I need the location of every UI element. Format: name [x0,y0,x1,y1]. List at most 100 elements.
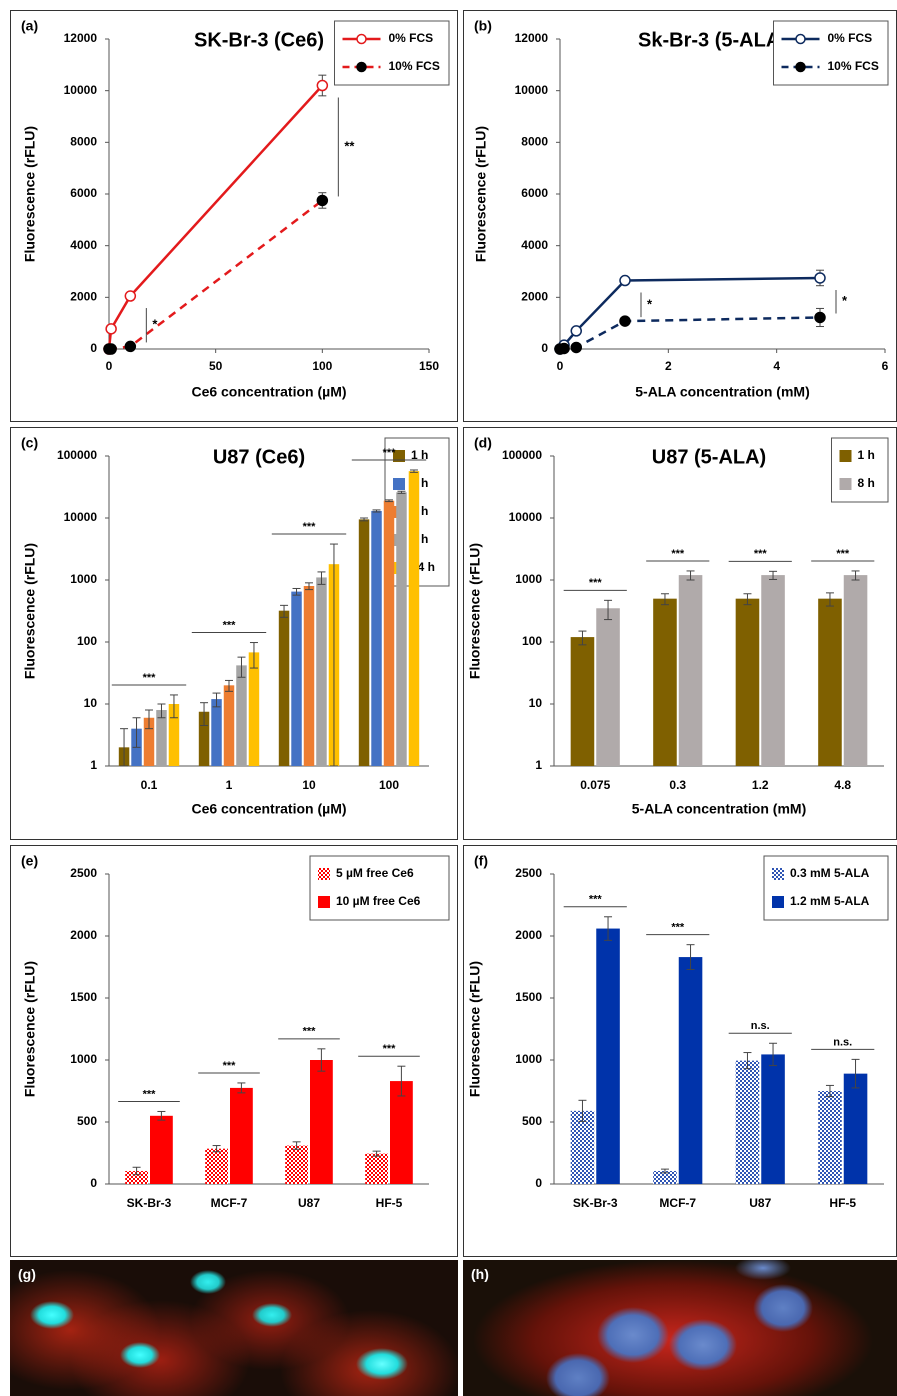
bar [236,665,246,766]
legend-label: 0% FCS [389,31,434,45]
y-tick-label: 10000 [515,83,549,97]
y-tick-label: 6000 [70,186,97,200]
bar [736,1061,760,1184]
x-tick-label: SK-Br-3 [127,1196,172,1210]
chart: (f)Fluorescence (rFLU)050010001500200025… [464,846,896,1256]
marker [317,81,327,91]
bar [304,586,314,766]
marker [317,195,327,205]
chart-title: SK-Br-3 (Ce6) [194,29,324,51]
y-axis-label: Fluorescence (rFLU) [22,543,38,679]
bar [371,511,381,766]
legend-label: 5 µM free Ce6 [336,866,414,880]
y-tick-label: 12000 [64,31,98,45]
y-tick-label: 10000 [509,510,543,524]
legend-swatch [840,478,852,490]
y-tick-label: 10000 [64,83,98,97]
marker [620,276,630,286]
y-tick-label: 6000 [521,186,548,200]
x-tick-label: 4.8 [834,778,851,792]
panel-label: (g) [18,1266,36,1282]
bar [818,1091,842,1184]
y-tick-label: 2000 [521,290,548,304]
x-axis-label: 5-ALA concentration (mM) [635,384,809,400]
bar [679,575,703,766]
panel-label: (e) [21,853,38,869]
bar [384,501,394,766]
legend-label: 8 h [858,476,875,490]
y-tick-label: 1000 [515,1052,542,1066]
y-tick-label: 100000 [57,448,97,462]
x-tick-label: 0.075 [580,778,610,792]
micrograph-g: (g) [10,1260,458,1396]
marker [125,341,135,351]
annotation: *** [589,894,603,906]
legend-swatch [318,868,330,880]
bar [653,599,677,766]
y-axis-label: Fluorescence (rFLU) [473,126,489,262]
y-axis-label: Fluorescence (rFLU) [22,961,38,1097]
y-tick-label: 4000 [521,238,548,252]
annotation: *** [303,521,317,533]
annotation: *** [671,922,685,934]
panel-label: (c) [21,435,38,451]
chart-panel: (d)U87 (5-ALA)Fluorescence (rFLU)5-ALA c… [463,427,897,840]
y-axis-label: Fluorescence (rFLU) [22,126,38,262]
y-tick-label: 500 [522,1114,542,1128]
chart: (e)Fluorescence (rFLU)050010001500200025… [11,846,457,1256]
line [109,86,322,350]
annotation: *** [303,1026,317,1038]
bar [818,599,842,766]
panel-label: (d) [474,435,492,451]
chart-panel: (a)SK-Br-3 (Ce6)Fluorescence (rFLU)Ce6 c… [10,10,458,422]
annotation: *** [383,447,397,459]
marker [559,343,569,353]
annotation: * [647,296,653,311]
x-tick-label: HF-5 [829,1196,856,1210]
bar [150,1116,173,1184]
legend-marker [357,35,366,44]
annotation: * [842,293,848,308]
x-axis-label: 5-ALA concentration (mM) [632,801,806,817]
chart: (d)U87 (5-ALA)Fluorescence (rFLU)5-ALA c… [464,428,896,839]
legend-marker [796,63,805,72]
y-tick-label: 1500 [515,990,542,1004]
legend-swatch [318,896,330,908]
y-axis-label: Fluorescence (rFLU) [467,961,483,1097]
y-tick-label: 8000 [521,135,548,149]
chart-panel: (c)U87 (Ce6)Fluorescence (rFLU)Ce6 conce… [10,427,458,840]
annotation: *** [143,672,157,684]
y-tick-label: 2000 [70,290,97,304]
y-tick-label: 0 [90,341,97,355]
legend-label: 1.2 mM 5-ALA [790,894,870,908]
bar [390,1081,413,1184]
y-tick-label: 10 [84,696,98,710]
bar [224,685,234,766]
bar [156,710,166,766]
marker [815,312,825,322]
legend-label: 0% FCS [828,31,873,45]
annotation: *** [383,1043,397,1055]
x-tick-label: HF-5 [376,1196,403,1210]
bar [409,471,419,766]
legend-marker [357,63,366,72]
x-tick-label: 0.1 [141,778,158,792]
x-tick-label: SK-Br-3 [573,1196,618,1210]
panel-label: (b) [474,18,492,34]
legend-swatch [772,868,784,880]
chart-panel: (f)Fluorescence (rFLU)050010001500200025… [463,845,897,1257]
x-tick-label: U87 [298,1196,320,1210]
legend-swatch [840,450,852,462]
annotation: *** [223,1060,237,1072]
x-axis-label: Ce6 concentration (µM) [191,384,346,400]
chart-title: U87 (Ce6) [213,446,305,468]
marker [620,316,630,326]
y-tick-label: 10000 [64,510,98,524]
marker [106,344,116,354]
line [560,317,820,349]
marker [106,324,116,334]
legend-label: 10% FCS [828,59,879,73]
panel-label: (h) [471,1266,489,1282]
bar [396,492,406,766]
y-tick-label: 1000 [70,1052,97,1066]
